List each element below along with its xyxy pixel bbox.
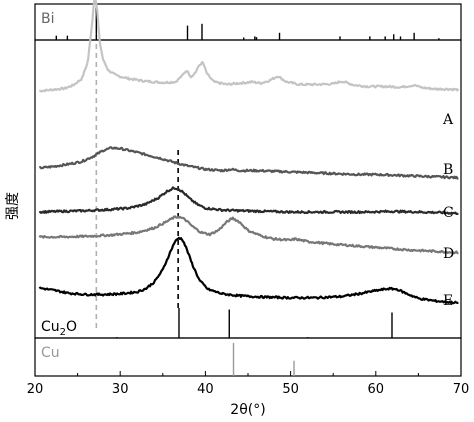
curve-label-a: A [442,112,454,128]
curve-label-d: D [443,246,454,262]
x-axis-title: 2θ(°) [230,402,265,418]
ref-label-cu: Cu [41,345,60,361]
x-tick-label: 60 [368,382,385,397]
x-tick-label: 70 [453,382,470,397]
curve-e [38,236,459,305]
x-tick-label: 50 [282,382,299,397]
dashed-guides [95,8,179,330]
ref-label-cu2o: Cu2O [41,319,77,338]
curve-label-b: B [443,162,453,178]
x-tick-label: 30 [112,382,129,397]
ref-label-bi: Bi [41,11,55,27]
curve-labels: A B C D E [442,112,454,309]
curve-c [38,186,459,216]
x-axis: 20 30 40 50 60 70 [27,371,470,397]
reference-labels: Bi Cu2O Cu [41,11,77,361]
curve-d [38,215,459,255]
y-axis-title: 强度 [5,192,21,220]
reference-patterns [55,4,440,376]
x-tick-label: 20 [27,382,44,397]
curve-label-e: E [443,293,453,309]
cu-reference-panel [34,337,462,377]
x-tick-label: 40 [197,382,214,397]
curve-label-c: C [443,205,454,221]
diffraction-curves [38,0,460,305]
curve-b [38,146,459,180]
curve-a [39,0,460,93]
